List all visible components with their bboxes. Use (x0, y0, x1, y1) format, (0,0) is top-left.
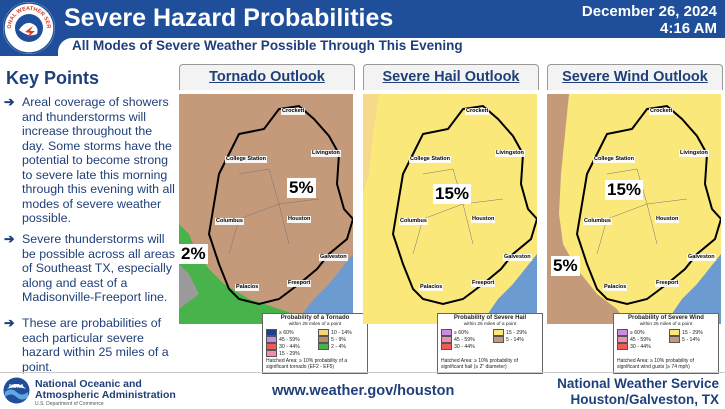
key-point-item: ➔ Severe thunderstorms will be possible … (4, 232, 176, 307)
city-label: Freeport (471, 280, 496, 287)
noaa-logo: NOAA (3, 377, 30, 404)
hail-legend: Probability of Severe Hail within 25 mil… (437, 313, 543, 374)
legend-item: 45 - 59% (441, 336, 475, 343)
city-label: College Station (409, 156, 452, 163)
legend-item: 45 - 59% (266, 336, 300, 343)
city-label: Crockett (281, 108, 306, 115)
wind-probability-label: 15% (605, 180, 644, 200)
key-point-item: ➔ Areal coverage of showers and thunders… (4, 95, 176, 225)
hail-outlook-title: Severe Hail Outlook (363, 64, 539, 90)
city-label: Houston (655, 216, 680, 223)
key-point-item: ➔ These are probabilities of each partic… (4, 316, 176, 376)
hail-outlook-map: 15% Crockett College Station Livingston … (363, 94, 537, 324)
legend-item: 5 - 9% (318, 336, 346, 343)
city-label: Galveston (687, 254, 716, 261)
hail-probability-label: 15% (433, 184, 472, 204)
legend-item: 10 - 14% (318, 329, 352, 336)
city-label: Palacios (419, 284, 444, 291)
legend-item: 30 - 44% (266, 343, 300, 350)
city-label: College Station (593, 156, 636, 163)
page-title: Severe Hazard Probabilities (64, 4, 394, 32)
city-label: Livingston (495, 150, 525, 157)
office-location: Houston/Galveston, TX (570, 392, 719, 407)
legend-item: 45 - 59% (617, 336, 651, 343)
key-point-text: Severe thunderstorms will be possible ac… (22, 232, 175, 304)
page-subtitle: All Modes of Severe Weather Possible Thr… (72, 38, 463, 53)
legend-item: 5 - 14% (493, 336, 524, 343)
city-label: College Station (225, 156, 268, 163)
legend-item: 15 - 29% (669, 329, 703, 336)
office-name: National Weather Service (557, 376, 719, 391)
arrow-right-icon: ➔ (4, 95, 15, 109)
legend-item: 2 - 4% (318, 343, 346, 350)
legend-item: ≥ 60% (266, 329, 294, 336)
city-label: Palacios (235, 284, 260, 291)
arrow-right-icon: ➔ (4, 316, 15, 330)
legend-item: 15 - 29% (266, 350, 300, 357)
key-point-text: Areal coverage of showers and thundersto… (22, 95, 175, 225)
tornado-probability-label: 5% (287, 178, 316, 198)
city-label: Crockett (649, 108, 674, 115)
city-label: Galveston (503, 254, 532, 261)
wind-outlook-title: Severe Wind Outlook (547, 64, 723, 90)
city-label: Palacios (603, 284, 628, 291)
city-label: Livingston (679, 150, 709, 157)
noaa-department: U.S. Department of Commerce (35, 401, 104, 407)
website-link[interactable]: www.weather.gov/houston (272, 383, 455, 399)
issue-date: December 26, 2024 (581, 3, 717, 20)
svg-text:NOAA: NOAA (9, 384, 24, 390)
wind-outlook-map: 15% 5% Crockett College Station Livingst… (547, 94, 721, 324)
tornado-outlook-title: Tornado Outlook (179, 64, 355, 90)
legend-item: ≥ 60% (617, 329, 645, 336)
city-label: Crockett (465, 108, 490, 115)
city-label: Columbus (583, 218, 612, 225)
city-label: Columbus (399, 218, 428, 225)
tornado-probability-label: 2% (179, 244, 208, 264)
arrow-right-icon: ➔ (4, 232, 15, 246)
city-label: Freeport (287, 280, 312, 287)
legend-item: 30 - 44% (617, 343, 651, 350)
key-point-text: These are probabilities of each particul… (22, 316, 169, 374)
tornado-legend: Probability of a Tornado within 25 miles… (262, 313, 368, 374)
tornado-outlook-map: 5% 2% Crockett College Station Livingsto… (179, 94, 353, 324)
key-points-title: Key Points (6, 68, 100, 88)
city-label: Galveston (319, 254, 348, 261)
city-label: Houston (471, 216, 496, 223)
legend-item: 30 - 44% (441, 343, 475, 350)
issue-time: 4:16 AM (660, 20, 717, 37)
subtitle-bar (58, 38, 725, 56)
city-label: Columbus (215, 218, 244, 225)
wind-legend: Probability of Severe Wind within 25 mil… (613, 313, 719, 374)
legend-item: 5 - 14% (669, 336, 700, 343)
wind-probability-label: 5% (551, 256, 580, 276)
footer-divider (0, 372, 725, 373)
legend-item: 15 - 29% (493, 329, 527, 336)
legend-item: ≥ 60% (441, 329, 469, 336)
city-label: Livingston (311, 150, 341, 157)
city-label: Freeport (655, 280, 680, 287)
noaa-name: National Oceanic and Atmospheric Adminis… (35, 378, 176, 401)
nws-logo: NATIONAL WEATHER SERVICE (3, 2, 55, 54)
city-label: Houston (287, 216, 312, 223)
